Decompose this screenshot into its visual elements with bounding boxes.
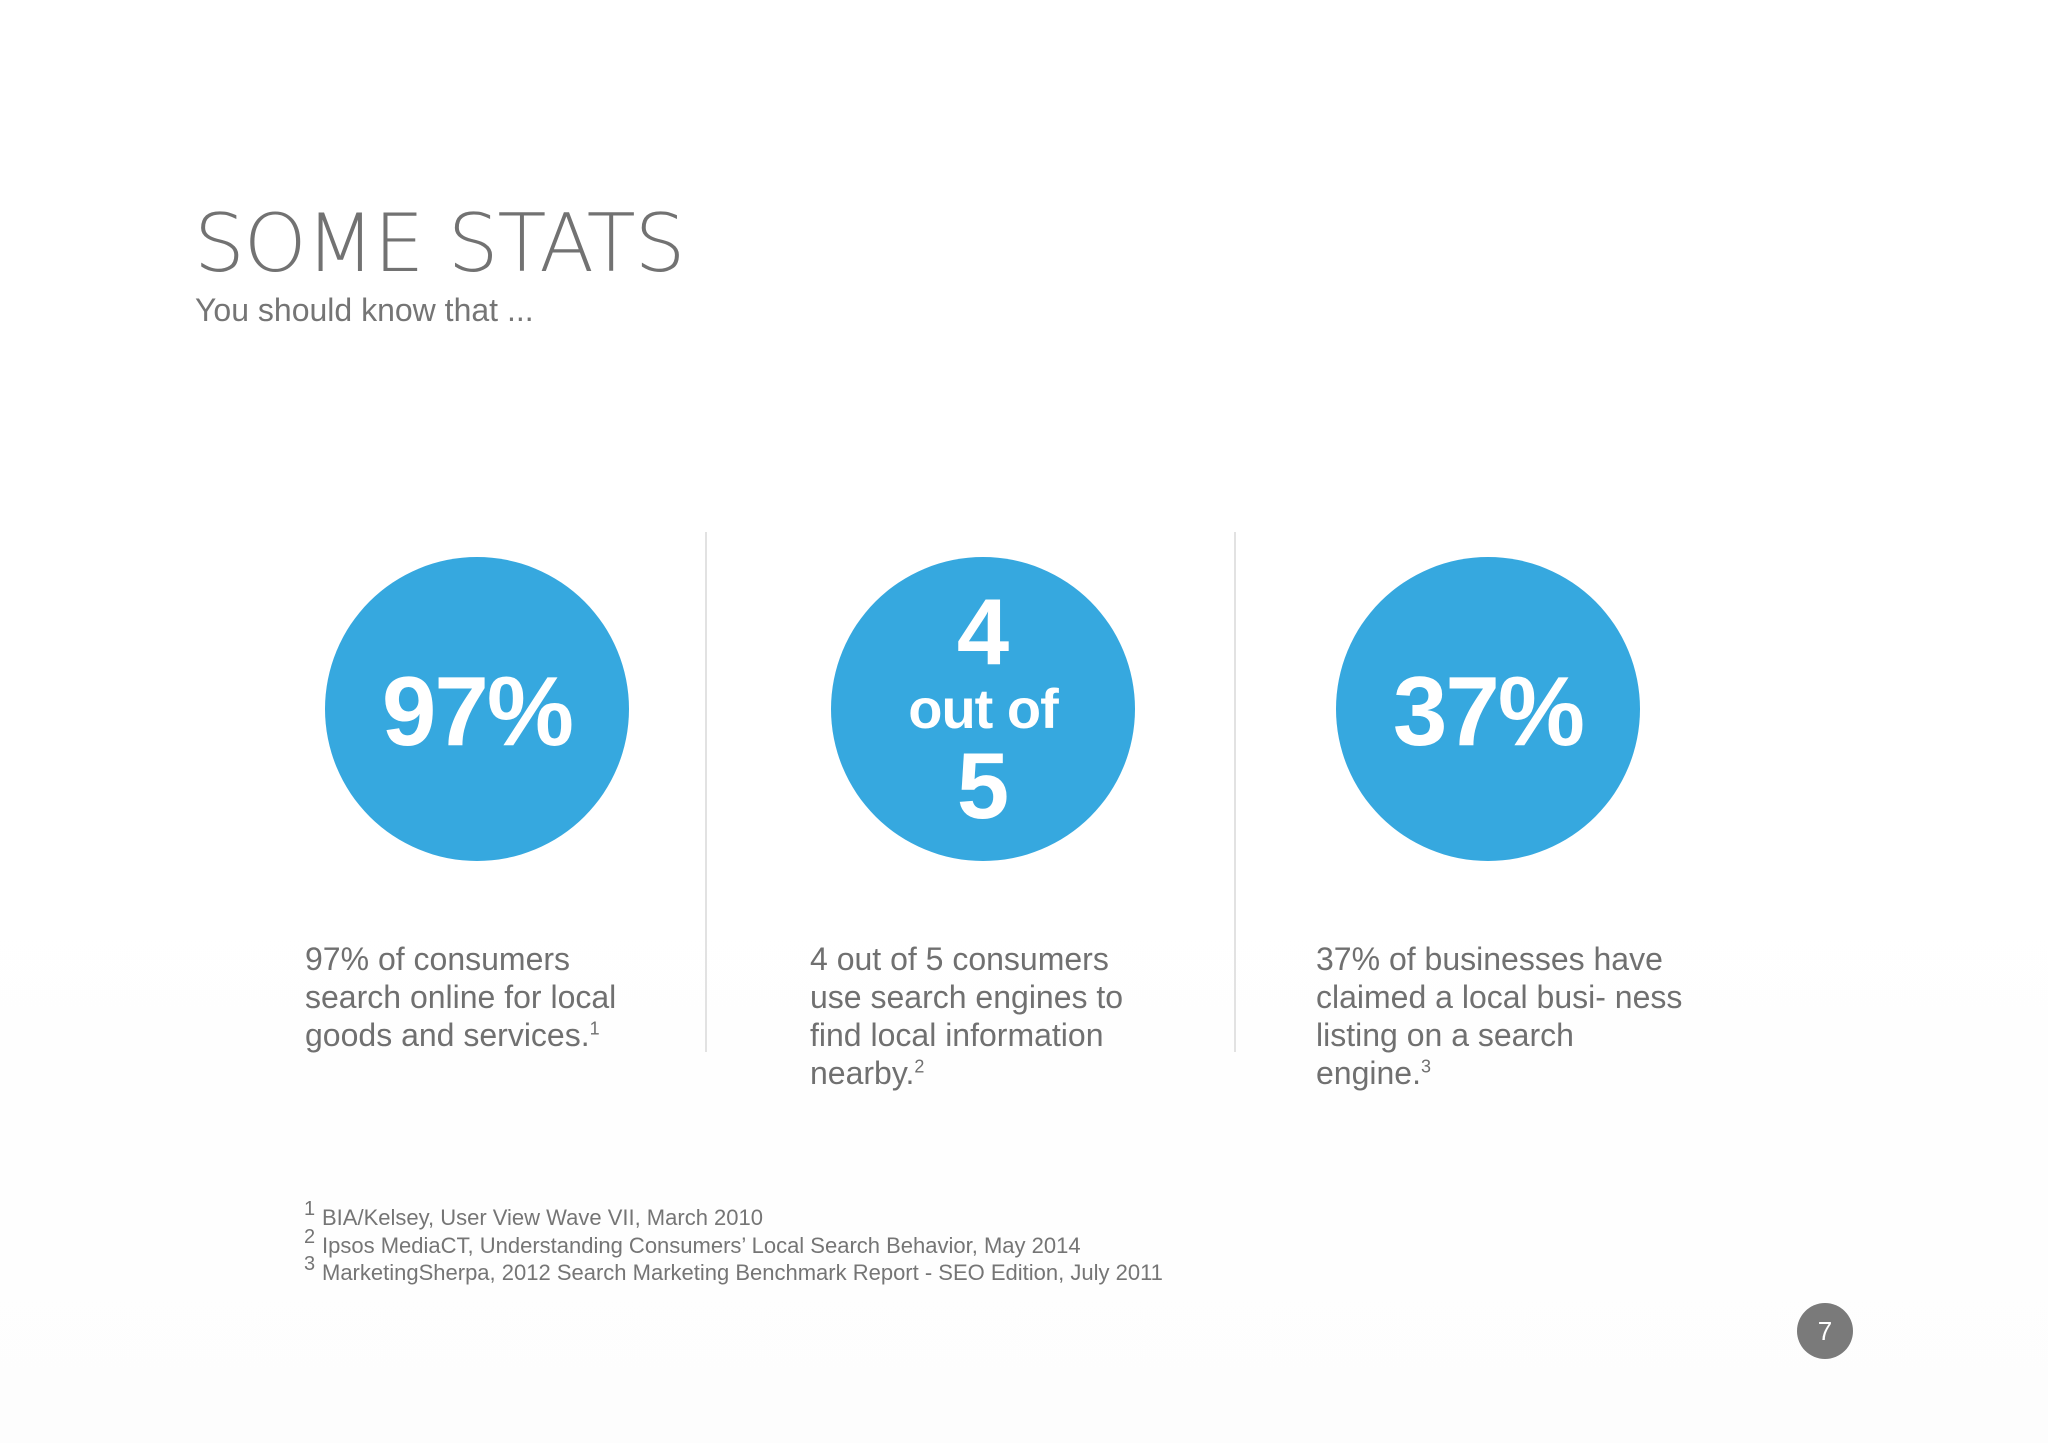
footnote-number: 3 [304,1253,316,1275]
footnote-ref: 2 [914,1056,925,1077]
page-number-badge: 7 [1797,1303,1853,1359]
stat-circle-37-percent: 37% [1336,557,1640,861]
stat-circle-4-out-of-5: 4 out of 5 [831,557,1135,861]
stat-value-middle: out of [908,677,1058,740]
stat-description: 97% of consumers search online for local… [305,940,665,1054]
page-title: SOME STATS [194,197,685,290]
stat-description-text: 97% of consumers search online for local… [305,941,617,1053]
footnote-text: BIA/Kelsey, User View Wave VII, March 20… [322,1205,763,1230]
page-subtitle: You should know that ... [195,292,534,328]
footnote-item: 2 Ipsos MediaCT, Understanding Consumers… [304,1226,1163,1260]
footnote-text: MarketingSherpa, 2012 Search Marketing B… [322,1260,1163,1285]
stat-value: 97% [381,656,574,766]
stat-description-text: 4 out of 5 consumers use search engines … [810,941,1124,1091]
footnote-number: 1 [304,1198,316,1220]
stat-value: 37% [1392,656,1585,766]
column-divider [705,532,707,1052]
footnote-ref: 1 [589,1018,600,1039]
stat-circle-97-percent: 97% [325,557,629,861]
stat-description-text: 37% of businesses have claimed a local b… [1316,941,1683,1091]
footnote-item: 3 MarketingSherpa, 2012 Search Marketing… [304,1253,1163,1287]
stat-value-bottom: 5 [956,733,1010,838]
stat-description: 4 out of 5 consumers use search engines … [810,940,1150,1092]
footnote-ref: 3 [1420,1056,1431,1077]
footnote-number: 2 [304,1225,316,1248]
footnote-item: 1 BIA/Kelsey, User View Wave VII, March … [304,1198,1163,1232]
stat-description: 37% of businesses have claimed a local b… [1316,940,1686,1092]
footnote-text: Ipsos MediaCT, Understanding Consumers’ … [322,1232,1081,1258]
stat-value-top: 4 [956,579,1010,684]
footnotes-list: 1 BIA/Kelsey, User View Wave VII, March … [304,1198,1163,1287]
column-divider [1234,532,1236,1052]
